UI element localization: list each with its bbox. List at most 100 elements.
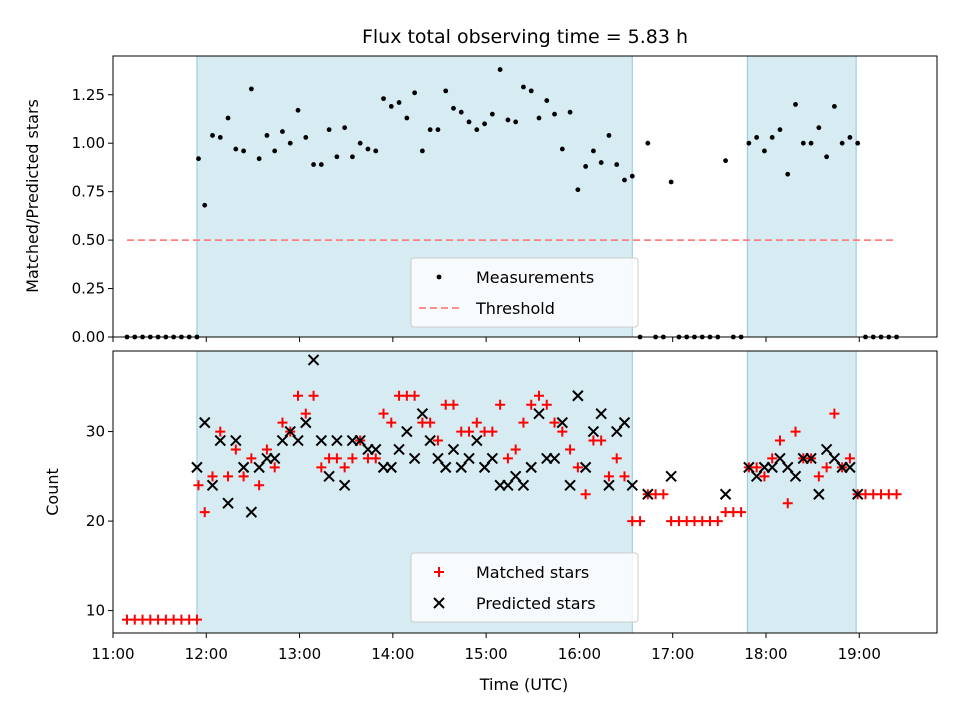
predicted-star-point <box>447 443 460 456</box>
predicted-star-point <box>852 488 864 500</box>
matched-star-point <box>495 399 506 410</box>
predicted-star-point <box>416 407 429 420</box>
measurement-point <box>831 103 837 109</box>
predicted-star-point <box>626 479 638 491</box>
legend-label: Matched stars <box>476 563 589 582</box>
matched-star-point <box>790 426 801 437</box>
matched-star-point <box>246 453 257 464</box>
predicted-star-point <box>533 407 545 420</box>
predicted-star-point <box>338 479 351 491</box>
matched-star-point <box>215 426 226 437</box>
measurement-point <box>606 133 612 138</box>
matched-star-point <box>300 408 311 419</box>
predicted-star-point <box>774 452 786 465</box>
matched-star-point <box>603 471 614 482</box>
predicted-star-point <box>548 452 561 465</box>
matched-star-point <box>370 453 381 464</box>
matched-star-point <box>409 390 420 401</box>
measurement-point <box>342 125 348 131</box>
measurement-point <box>295 107 301 113</box>
measurement-point <box>785 171 791 177</box>
matched-star-point <box>199 507 210 518</box>
y-tick-label: 30 <box>86 423 105 441</box>
measurement-point <box>396 100 402 105</box>
count-panel: 10 20 30 11:00 12:00 13:00 14:00 15:00 16:00 17:0… <box>86 350 938 663</box>
measurement-point <box>668 179 674 185</box>
predicted-star-point <box>408 452 421 465</box>
measurement-point <box>326 127 332 133</box>
matched-star-point <box>541 399 552 410</box>
measurement-point <box>280 129 285 134</box>
measurement-point <box>458 109 464 115</box>
measurement-point <box>248 86 254 92</box>
y-tick-label: 20 <box>86 512 105 530</box>
predicted-star-point <box>331 434 343 447</box>
matched-star-point <box>432 435 443 446</box>
legend-label: Measurements <box>476 268 594 287</box>
matched-star-point <box>448 399 459 410</box>
matched-star-point <box>759 471 770 482</box>
predicted-star-point <box>323 470 335 483</box>
legend: Matched stars Predicted stars <box>410 552 639 623</box>
predicted-star-point <box>502 479 514 491</box>
measurement-point <box>591 148 596 154</box>
measurement-point <box>816 125 822 131</box>
measurement-point <box>598 160 604 165</box>
matched-star-point <box>464 426 475 437</box>
measurement-point <box>559 146 565 152</box>
predicted-star-point <box>750 470 763 483</box>
matched-star-point <box>339 462 350 473</box>
matched-star-point <box>261 444 272 455</box>
matched-star-point <box>487 426 498 437</box>
predicted-star-point <box>478 461 491 474</box>
predicted-star-point <box>564 479 576 491</box>
plot-frame <box>112 350 938 634</box>
predicted-star-point <box>603 479 615 491</box>
matched-star-point <box>518 417 529 428</box>
matched-star-point <box>736 507 747 518</box>
measurement-point <box>622 177 627 183</box>
matched-star-point <box>386 417 397 428</box>
matched-star-point <box>580 489 591 500</box>
measurement-point <box>311 162 316 167</box>
predicted-star-point <box>432 452 444 465</box>
matched-star-point <box>774 435 785 446</box>
predicted-star-point <box>284 425 296 438</box>
measurement-point <box>412 90 418 96</box>
measurement-point <box>746 140 752 146</box>
matched-star-point <box>471 417 482 428</box>
predicted-star-point <box>276 434 289 447</box>
matched-star-point <box>829 408 840 419</box>
measurement-point <box>241 148 246 154</box>
matched-star-point <box>502 453 513 464</box>
predicted-star-point <box>222 497 234 509</box>
series-matched-stars <box>121 390 902 625</box>
matched-star-point <box>844 453 855 464</box>
measurement-point <box>350 154 355 160</box>
predicted-star-point <box>237 461 250 474</box>
predicted-star-point <box>642 488 654 500</box>
matched-star-point <box>891 489 902 500</box>
measurement-point <box>419 148 425 154</box>
matched-star-point <box>347 453 358 464</box>
measurement-point <box>723 158 728 164</box>
chart-title: Flux total observing time = 5.83 h <box>362 26 688 48</box>
matched-star-point <box>230 444 241 455</box>
measurement-point <box>800 140 806 146</box>
x-tick-label: 14:00 <box>371 645 414 663</box>
x-tick-label: 17:00 <box>651 645 694 663</box>
measurement-point <box>233 146 239 152</box>
x-tick-label: 11:00 <box>91 645 134 663</box>
measurement-point <box>318 162 324 167</box>
matched-star-point <box>635 516 646 527</box>
matched-star-point <box>277 417 288 428</box>
measurement-point <box>404 115 410 121</box>
measurement-point <box>217 134 223 140</box>
predicted-star-point <box>611 425 623 438</box>
measurement-point <box>793 102 798 107</box>
predicted-star-point <box>665 470 677 483</box>
matched-star-point <box>293 390 304 401</box>
y-tick-label: 0.75 <box>72 183 105 201</box>
measurement-point <box>451 105 456 111</box>
